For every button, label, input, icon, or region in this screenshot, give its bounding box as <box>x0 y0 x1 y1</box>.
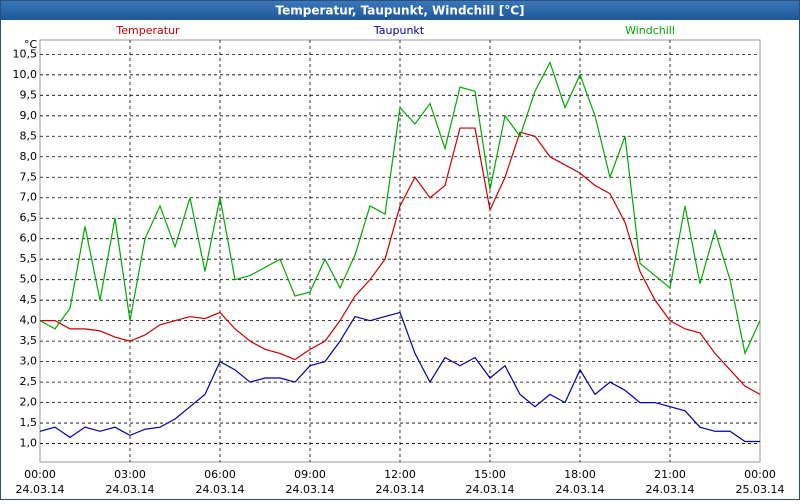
y-tick-label: 9,5 <box>20 88 38 101</box>
x-tick-date: 24.03.14 <box>646 483 695 496</box>
y-tick-label: 10,5 <box>13 47 38 60</box>
series-line <box>39 61 761 356</box>
y-tick-label: 6,5 <box>20 211 38 224</box>
y-tick-label: 10,0 <box>13 68 38 81</box>
y-tick-label: 1,5 <box>20 416 38 429</box>
y-tick-label: 9,0 <box>20 109 38 122</box>
x-tick-label: 18:00 <box>564 468 596 481</box>
title-bar <box>1 1 799 20</box>
x-tick-label: 15:00 <box>474 468 506 481</box>
y-tick-label: 5,0 <box>20 273 38 286</box>
y-tick-label: 5,5 <box>20 252 38 265</box>
x-tick-label: 12:00 <box>384 468 416 481</box>
x-tick-date: 24.03.14 <box>376 483 425 496</box>
legend-entry: Taupunkt <box>373 24 425 37</box>
x-tick-date: 24.03.14 <box>196 483 245 496</box>
x-tick-label: 06:00 <box>204 468 236 481</box>
x-tick-date: 24.03.14 <box>466 483 515 496</box>
x-tick-date: 24.03.14 <box>106 483 155 496</box>
x-tick-label: 09:00 <box>294 468 326 481</box>
y-tick-label: 2,0 <box>20 396 38 409</box>
chart-title: Temperatur, Taupunkt, Windchill [°C] <box>276 4 525 18</box>
series-line <box>40 127 761 395</box>
x-tick-date: 24.03.14 <box>286 483 335 496</box>
x-tick-date: 24.03.14 <box>16 483 65 496</box>
legend-entry: Temperatur <box>115 24 180 37</box>
legend-entry: Windchill <box>625 24 675 37</box>
series-line <box>39 311 760 443</box>
x-tick-label: 21:00 <box>654 468 686 481</box>
y-tick-label: 3,0 <box>20 355 38 368</box>
y-tick-label: 8,5 <box>20 129 38 142</box>
x-tick-label: 00:00 <box>744 468 776 481</box>
y-tick-label: 6,0 <box>20 232 38 245</box>
x-tick-label: 03:00 <box>114 468 146 481</box>
unit-label: °C <box>24 38 38 51</box>
x-tick-date: 25.03.14 <box>736 483 785 496</box>
y-tick-label: 4,5 <box>20 293 38 306</box>
y-tick-label: 4,0 <box>20 314 38 327</box>
y-tick-label: 7,5 <box>20 170 38 183</box>
y-tick-label: 7,0 <box>20 191 38 204</box>
y-tick-label: 8,0 <box>20 150 38 163</box>
x-tick-label: 00:00 <box>24 468 56 481</box>
y-tick-label: 1,0 <box>20 437 38 450</box>
x-tick-date: 24.03.14 <box>556 483 605 496</box>
y-tick-label: 3,5 <box>20 334 38 347</box>
y-tick-label: 2,5 <box>20 375 38 388</box>
